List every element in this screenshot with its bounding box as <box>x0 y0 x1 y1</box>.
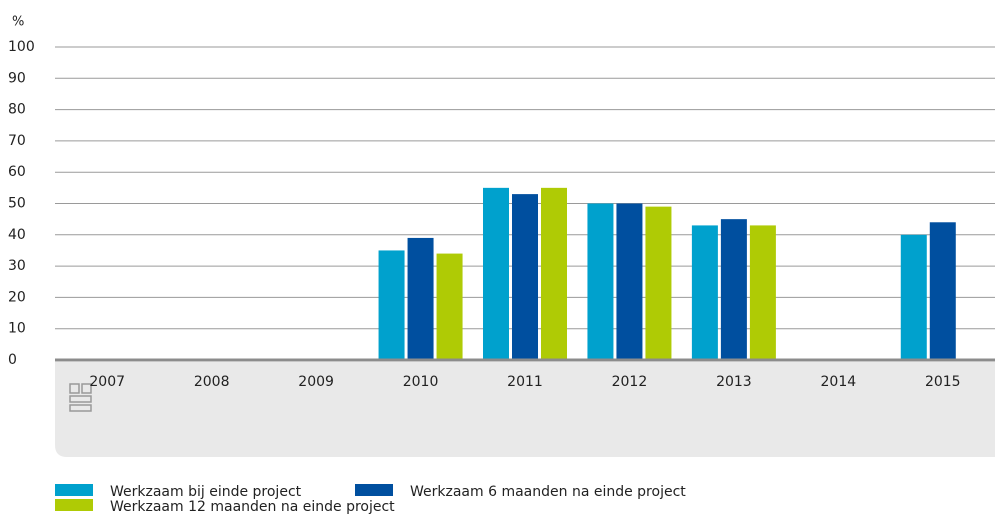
y-tick-label: 60 <box>8 164 26 180</box>
bar <box>541 187 567 360</box>
bar <box>616 203 643 360</box>
y-tick-label: 90 <box>8 70 26 86</box>
x-tick-label: 2013 <box>716 374 752 390</box>
x-tick-label: 2015 <box>925 374 961 390</box>
y-tick-label: 20 <box>8 289 26 305</box>
y-tick-label: 0 <box>8 352 17 368</box>
y-tick-label: 40 <box>8 227 26 243</box>
x-axis-band <box>55 362 995 457</box>
legend-label: Werkzaam 6 maanden na einde project <box>410 484 686 500</box>
logo <box>69 383 92 412</box>
x-tick-label: 2011 <box>507 374 543 390</box>
bar <box>587 203 614 360</box>
legend-swatch <box>55 484 93 496</box>
legend-label: Werkzaam 12 maanden na einde project <box>110 499 395 515</box>
legend-swatch <box>355 484 393 496</box>
bar <box>378 250 405 360</box>
x-tick-label: 2008 <box>194 374 230 390</box>
bar <box>407 237 434 360</box>
bar <box>645 206 672 360</box>
legend-label: Werkzaam bij einde project <box>110 484 302 500</box>
x-tick-label: 2014 <box>821 374 857 390</box>
bar <box>512 194 538 360</box>
y-tick-label: 70 <box>8 133 26 149</box>
x-tick-label: 2010 <box>403 374 439 390</box>
y-tick-label: 30 <box>8 258 26 274</box>
x-tick-label: 2009 <box>298 374 334 390</box>
y-tick-label: 80 <box>8 102 26 118</box>
bar <box>436 253 463 360</box>
bar <box>929 222 956 360</box>
x-tick-label: 2012 <box>612 374 648 390</box>
bar <box>720 219 747 360</box>
bar <box>483 187 509 360</box>
x-tick-label: 2007 <box>89 374 125 390</box>
y-tick-label: 50 <box>8 196 26 212</box>
y-axis-label: % <box>12 15 24 30</box>
bar <box>691 225 718 360</box>
bar <box>900 234 927 360</box>
y-tick-label: 10 <box>8 321 26 337</box>
bar <box>749 225 776 360</box>
legend-swatch <box>55 499 93 511</box>
y-tick-label: 100 <box>8 39 35 55</box>
